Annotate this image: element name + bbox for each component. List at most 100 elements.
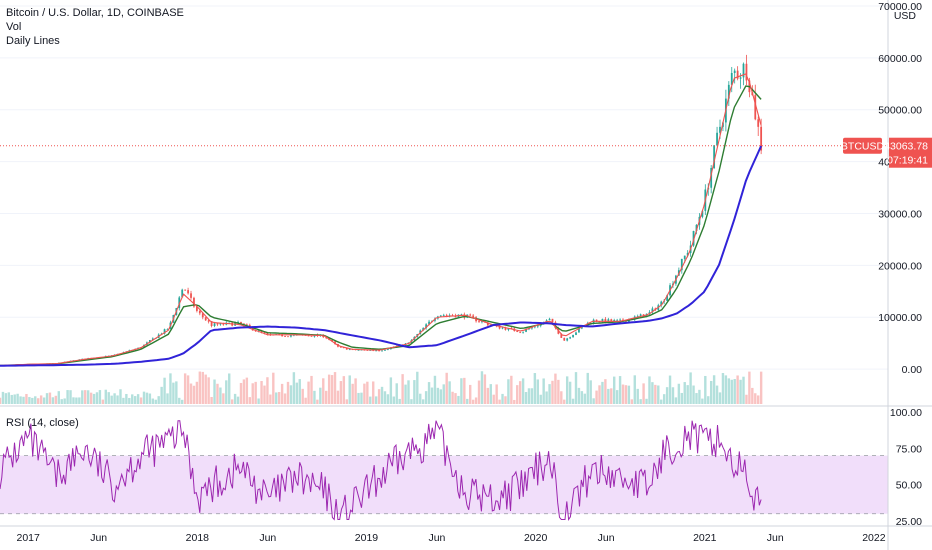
volume-bar	[742, 376, 745, 404]
volume-bar	[568, 381, 572, 404]
volume-bar	[430, 387, 434, 404]
candle-body	[651, 308, 654, 313]
volume-bar	[239, 382, 243, 404]
volume-bar	[145, 392, 149, 404]
time-tick-label: Jun	[428, 532, 445, 544]
rsi-pane	[0, 405, 932, 521]
volume-bar	[745, 394, 748, 404]
volume-bar	[122, 397, 125, 404]
candle-body	[198, 310, 201, 314]
volume-bar	[466, 398, 469, 404]
candle-body	[163, 329, 166, 334]
candle-body	[580, 326, 583, 329]
candle-body	[204, 317, 207, 321]
volume-bar	[75, 397, 78, 404]
volume-bar	[571, 398, 575, 404]
symbol-title[interactable]: Bitcoin / U.S. Dollar, 1D, COINBASE	[6, 7, 184, 19]
time-tick-label: Jun	[767, 532, 784, 544]
volume-bar	[37, 398, 40, 404]
candle-body	[736, 70, 739, 79]
volume-bar	[707, 396, 710, 404]
candle-body	[243, 323, 245, 325]
volume-bar	[451, 391, 454, 404]
volume-bar	[222, 393, 225, 404]
symbol-tag-text: BTCUSD	[841, 141, 885, 153]
volume-bar	[133, 396, 137, 404]
price-tag	[889, 137, 932, 168]
volume-bar	[721, 373, 725, 404]
candle-body	[578, 328, 580, 333]
candle-body	[504, 327, 507, 330]
candle-body	[469, 314, 472, 316]
candle-body	[598, 321, 601, 323]
candle-body	[213, 323, 216, 327]
candle-body	[310, 335, 313, 337]
volume-bar	[95, 392, 99, 404]
volume-bar	[674, 397, 678, 404]
volume-bar	[277, 392, 281, 404]
volume-bar	[131, 394, 134, 404]
price-tick-label: 60000.00	[878, 53, 922, 65]
volume-bar	[233, 393, 237, 404]
volume-bar	[598, 385, 601, 404]
candle-body	[181, 289, 184, 298]
volume-bar	[715, 385, 719, 404]
volume-bar	[51, 397, 55, 404]
volume-bar	[60, 399, 63, 404]
volume-bar	[31, 397, 34, 404]
candle-body	[516, 330, 519, 333]
volume-bar	[730, 379, 733, 404]
volume-bar	[1, 391, 5, 404]
volume-bar	[416, 371, 419, 404]
rsi-indicator-label[interactable]: RSI (14, close)	[6, 417, 79, 429]
volume-bar	[748, 371, 751, 404]
volume-bar	[313, 390, 316, 404]
currency-label[interactable]: USD	[894, 10, 917, 22]
time-tick-label: Jun	[90, 532, 107, 544]
volume-bar	[454, 393, 457, 404]
volume-bar	[374, 396, 378, 404]
candle-body	[610, 319, 613, 322]
volume-bar	[372, 381, 375, 404]
volume-bar	[4, 393, 8, 404]
candle-body	[701, 210, 704, 217]
volume-bar	[383, 391, 387, 404]
volume-bar	[125, 393, 128, 404]
volume-bar	[410, 399, 413, 404]
volume-bar	[54, 395, 58, 404]
volume-bar	[254, 381, 257, 404]
volume-bar	[671, 387, 675, 404]
volume-bar	[530, 388, 534, 404]
volume-bar	[492, 394, 495, 404]
volume-bar	[527, 388, 531, 404]
volume-bar	[686, 385, 689, 404]
volume-bar	[260, 381, 263, 404]
candle-body	[730, 72, 733, 85]
candle-body	[486, 322, 489, 326]
candle-body	[166, 329, 169, 330]
volume-bar	[533, 373, 537, 404]
volume-bar	[351, 383, 354, 404]
candle-body	[422, 328, 425, 331]
daily-lines-indicator-label[interactable]: Daily Lines	[6, 35, 60, 47]
candle-body	[716, 132, 718, 146]
volume-bar	[289, 385, 293, 404]
volume-bar	[651, 382, 654, 404]
volume-bar	[325, 390, 328, 404]
candle-body	[616, 319, 619, 321]
candle-body	[284, 336, 286, 337]
time-tick-label: Jun	[259, 532, 276, 544]
vol-indicator-label[interactable]: Vol	[6, 21, 22, 33]
volume-bar	[189, 383, 193, 404]
volume-bar	[648, 376, 651, 404]
volume-bar	[565, 376, 569, 404]
volume-bar	[545, 391, 548, 404]
candle-body	[536, 325, 539, 327]
volume-bar	[677, 383, 681, 404]
volume-bar	[107, 392, 110, 404]
volume-bar	[724, 375, 728, 404]
volume-bar	[574, 372, 578, 404]
volume-bar	[92, 393, 96, 404]
